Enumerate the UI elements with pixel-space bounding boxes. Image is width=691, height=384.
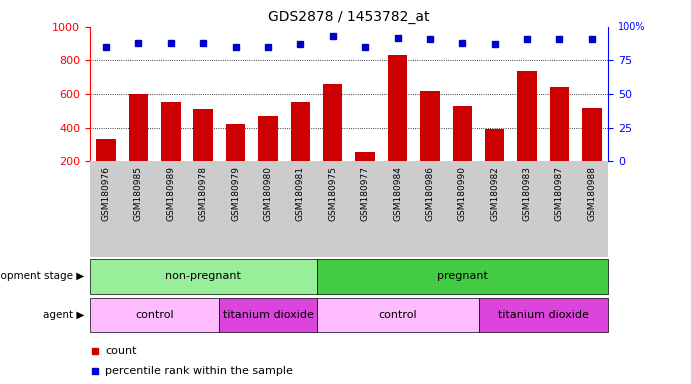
Text: GSM180977: GSM180977 <box>361 166 370 221</box>
Text: GSM180980: GSM180980 <box>263 166 272 221</box>
Text: GSM180988: GSM180988 <box>587 166 596 221</box>
Text: GSM180983: GSM180983 <box>522 166 531 221</box>
Bar <box>90 259 316 294</box>
Bar <box>90 298 219 332</box>
Text: control: control <box>135 310 174 320</box>
Bar <box>355 152 375 161</box>
Bar <box>161 102 180 161</box>
Text: titanium dioxide: titanium dioxide <box>223 310 314 320</box>
Bar <box>96 139 115 161</box>
Text: non-pregnant: non-pregnant <box>165 271 241 281</box>
Bar <box>518 71 537 161</box>
Text: GSM180982: GSM180982 <box>490 166 499 221</box>
Text: GSM180976: GSM180976 <box>102 166 111 221</box>
Bar <box>193 109 213 161</box>
Bar <box>226 124 245 161</box>
Text: percentile rank within the sample: percentile rank within the sample <box>105 366 293 376</box>
Text: GSM180981: GSM180981 <box>296 166 305 221</box>
Bar <box>129 94 148 161</box>
Bar <box>291 103 310 161</box>
Text: pregnant: pregnant <box>437 271 488 281</box>
Bar <box>478 298 608 332</box>
Text: GSM180975: GSM180975 <box>328 166 337 221</box>
Text: GSM180989: GSM180989 <box>167 166 176 221</box>
Bar <box>258 116 278 161</box>
Text: agent ▶: agent ▶ <box>44 310 84 320</box>
Title: GDS2878 / 1453782_at: GDS2878 / 1453782_at <box>268 10 430 25</box>
Text: titanium dioxide: titanium dioxide <box>498 310 589 320</box>
Text: GSM180986: GSM180986 <box>426 166 435 221</box>
Bar <box>420 91 439 161</box>
Text: GSM180978: GSM180978 <box>199 166 208 221</box>
Text: GSM180979: GSM180979 <box>231 166 240 221</box>
Bar <box>485 129 504 161</box>
Bar <box>453 106 472 161</box>
Bar <box>316 259 608 294</box>
Text: development stage ▶: development stage ▶ <box>0 271 84 281</box>
Text: GSM180985: GSM180985 <box>134 166 143 221</box>
Bar <box>316 298 478 332</box>
Text: control: control <box>378 310 417 320</box>
Bar <box>388 55 407 161</box>
Text: GSM180990: GSM180990 <box>458 166 467 221</box>
Text: GSM180987: GSM180987 <box>555 166 564 221</box>
Text: 100%: 100% <box>618 22 646 32</box>
Bar <box>582 108 602 161</box>
Bar <box>550 88 569 161</box>
Bar <box>323 84 343 161</box>
Text: count: count <box>105 346 137 356</box>
Text: GSM180984: GSM180984 <box>393 166 402 221</box>
Bar <box>219 298 316 332</box>
